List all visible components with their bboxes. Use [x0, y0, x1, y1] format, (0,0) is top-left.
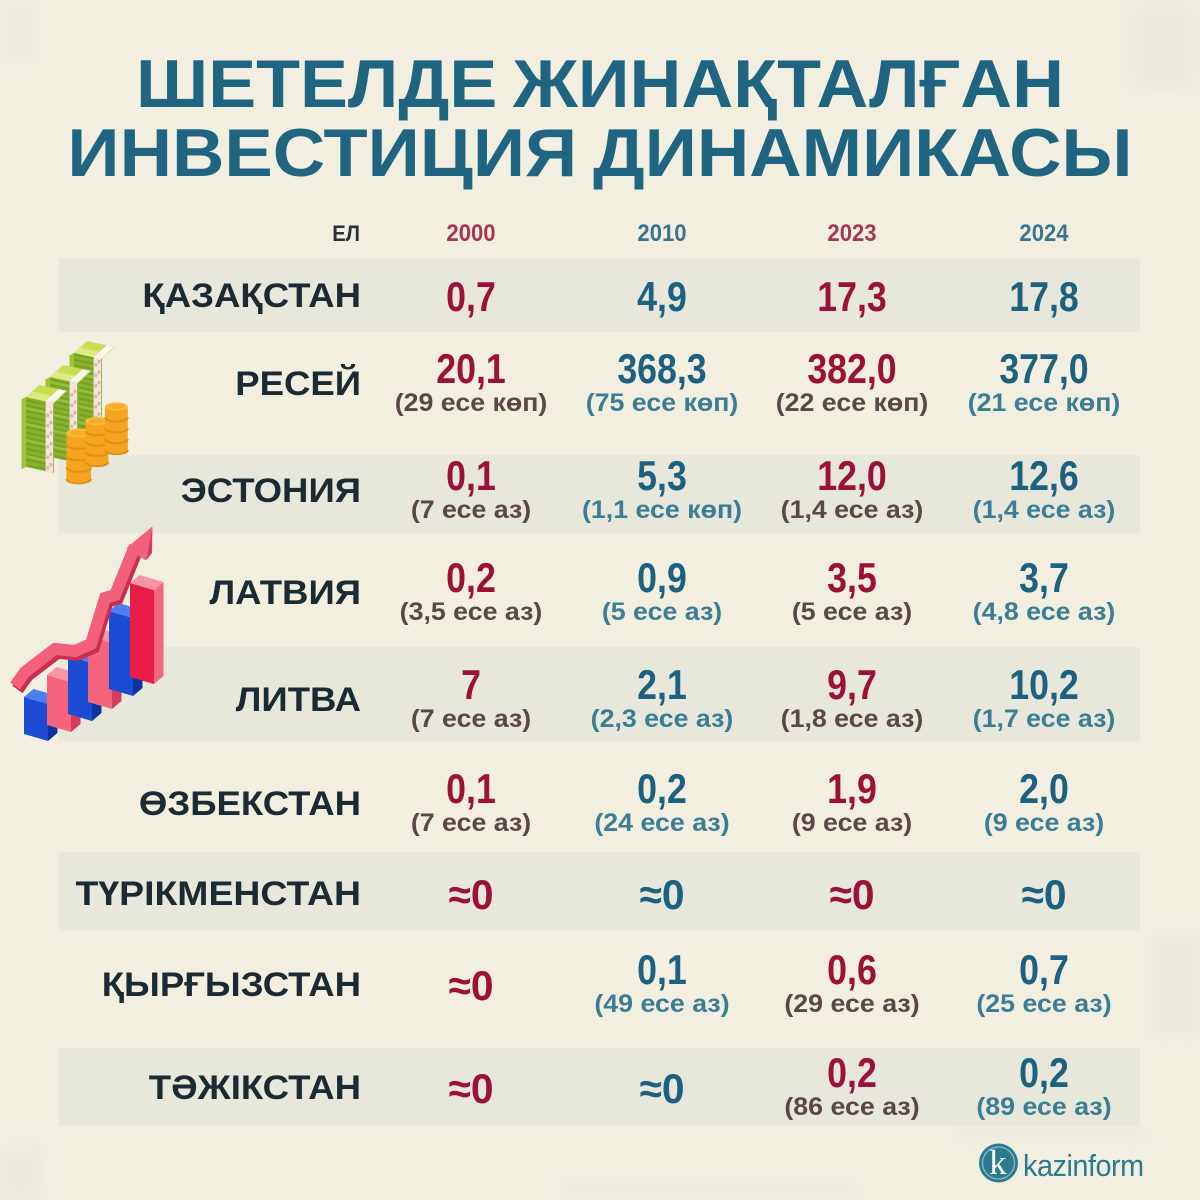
svg-text:k: k [989, 1143, 1007, 1182]
svg-text:kazinform: kazinform [1023, 1149, 1144, 1183]
